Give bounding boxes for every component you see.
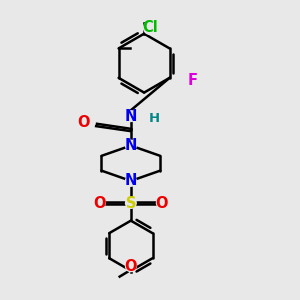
Circle shape xyxy=(126,261,136,272)
Circle shape xyxy=(79,117,89,128)
Circle shape xyxy=(94,198,105,208)
Circle shape xyxy=(126,140,136,151)
Circle shape xyxy=(126,111,136,122)
Text: O: O xyxy=(94,196,106,211)
Text: F: F xyxy=(188,73,198,88)
Text: H: H xyxy=(149,112,160,125)
Text: N: N xyxy=(125,138,137,153)
Circle shape xyxy=(143,21,157,34)
Text: N: N xyxy=(125,173,137,188)
Text: Cl: Cl xyxy=(142,20,158,35)
Circle shape xyxy=(126,198,136,208)
Circle shape xyxy=(149,113,160,124)
Circle shape xyxy=(157,198,167,208)
Text: O: O xyxy=(155,196,168,211)
Text: O: O xyxy=(124,259,137,274)
Circle shape xyxy=(126,176,136,186)
Circle shape xyxy=(188,76,198,86)
Text: S: S xyxy=(126,196,136,211)
Text: O: O xyxy=(77,115,90,130)
Text: N: N xyxy=(125,109,137,124)
